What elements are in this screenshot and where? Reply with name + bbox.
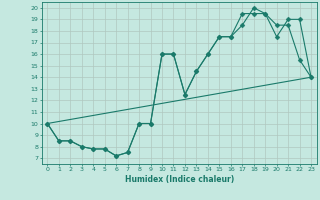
X-axis label: Humidex (Indice chaleur): Humidex (Indice chaleur) [124,175,234,184]
